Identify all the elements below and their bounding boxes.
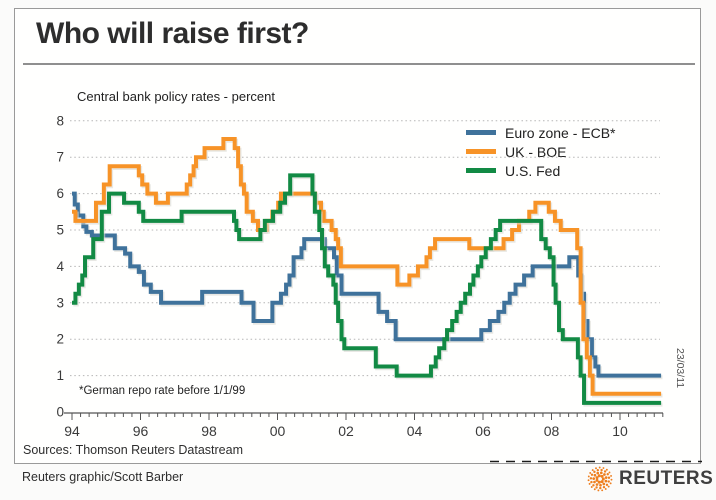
logo-dot: [589, 477, 593, 480]
logo-dot: [609, 482, 612, 485]
logo-dot: [599, 486, 602, 490]
logo-dot: [592, 477, 596, 480]
logo-dot: [595, 486, 598, 489]
logo-dot: [610, 474, 613, 477]
logo-dot: [602, 485, 606, 489]
logo-dot: [600, 480, 604, 484]
logo-dot: [593, 470, 596, 474]
logo-dot: [610, 478, 613, 481]
chart-frame: Who will raise first? Central bank polic…: [14, 8, 701, 464]
legend-swatch: [466, 168, 496, 173]
logo-dot: [589, 472, 592, 474]
legend-swatch: [466, 130, 496, 135]
logo-dot: [595, 483, 599, 486]
logo-dot: [607, 480, 610, 483]
legend-item: Euro zone - ECB*: [466, 123, 616, 142]
chart-footnote: *German repo rate before 1/1/99: [79, 385, 246, 397]
logo-dot: [604, 488, 607, 490]
logo-dot: [590, 473, 594, 476]
logo-dot: [600, 474, 604, 478]
legend-label: Euro zone - ECB*: [505, 124, 616, 141]
legend-item: UK - BOE: [466, 142, 616, 161]
reuters-wordmark: REUTERS: [619, 468, 714, 489]
logo-dot: [587, 479, 590, 482]
reuters-logo-icon: [587, 466, 613, 492]
logo-dot: [605, 468, 608, 471]
legend-item: U.S. Fed: [466, 161, 616, 180]
logo-dot: [602, 482, 606, 486]
logo-dot: [601, 489, 604, 492]
legend-swatch: [466, 149, 496, 154]
page-title: Who will raise first?: [36, 17, 309, 50]
sources-line: Sources: Thomson Reuters Datastream: [23, 443, 244, 457]
logo-dot: [593, 480, 596, 484]
logo-dot: [595, 476, 599, 480]
logo-dot: [604, 476, 608, 479]
title-divider: [23, 63, 695, 65]
legend-label: U.S. Fed: [505, 162, 561, 179]
logo-dot: [596, 468, 600, 472]
legend-label: UK - BOE: [505, 143, 567, 160]
logo-dot: [595, 478, 599, 482]
logo-dot: [598, 466, 601, 469]
chart-legend: Euro zone - ECB* UK - BOE U.S. Fed: [466, 123, 616, 180]
logo-dot: [590, 486, 593, 488]
logo-dot: [587, 475, 590, 478]
credit-line: Reuters graphic/Scott Barber: [22, 470, 184, 484]
logo-dot: [592, 484, 595, 487]
logo-dot: [588, 482, 591, 485]
logo-dot: [608, 471, 611, 474]
logo-dot: [605, 483, 609, 487]
logo-dot: [601, 477, 605, 481]
logo-dot: [599, 483, 602, 487]
logo-dot: [595, 467, 597, 470]
logo-dot: [591, 469, 594, 472]
logo-dot: [597, 489, 600, 492]
reuters-brand: REUTERS: [587, 466, 713, 492]
logo-dot: [596, 471, 600, 475]
logo-dot: [607, 476, 611, 479]
logo-dot: [590, 480, 593, 484]
logo-dot: [604, 479, 608, 483]
logo-dot: [603, 470, 607, 473]
logo-dot: [600, 468, 603, 472]
logo-dot: [602, 467, 605, 469]
chart-subtitle: Central bank policy rates - percent: [77, 89, 275, 104]
logo-dot: [607, 485, 610, 488]
logo-dot: [593, 473, 597, 477]
logo-dot: [603, 473, 606, 476]
logo-dot: [599, 471, 603, 475]
logo-dot: [597, 480, 601, 484]
logo-dot: [597, 474, 601, 478]
logo-dot: [593, 488, 596, 491]
logo-dot: [606, 472, 609, 476]
date-stamp: 23/03/11: [674, 348, 686, 389]
